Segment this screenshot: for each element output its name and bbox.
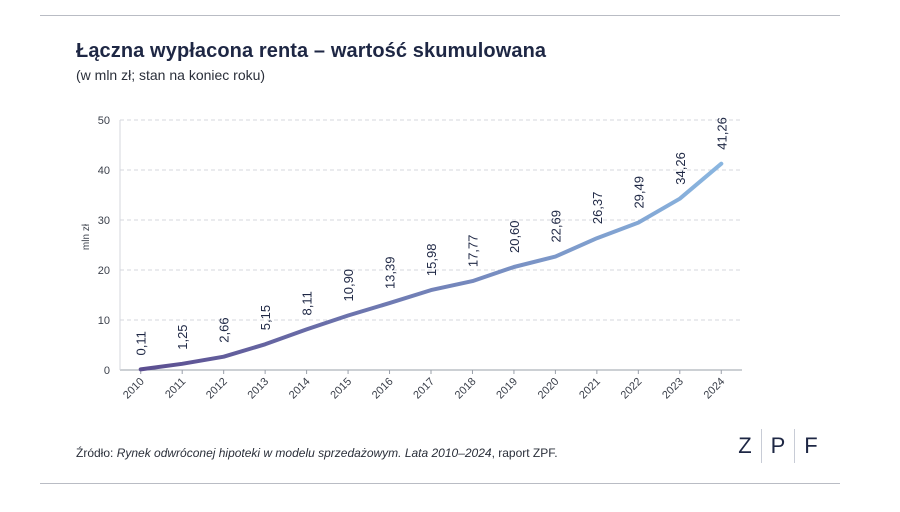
logo-letter-z: Z	[738, 433, 752, 458]
x-tick-label: 2017	[411, 376, 437, 402]
data-label: 17,77	[465, 235, 480, 268]
data-label: 22,69	[548, 210, 563, 243]
chart-title: Łączna wypłacona renta – wartość skumulo…	[76, 40, 547, 62]
x-tick-label: 2011	[163, 376, 188, 401]
x-tick-labels: 2010 2011 2012 2013 2014 2015 2016 2017 2018 2019…	[121, 370, 727, 401]
series-line	[138, 161, 724, 372]
data-label: 8,11	[300, 291, 315, 315]
y-tick-label: 40	[98, 165, 110, 177]
y-tick-label: 30	[98, 215, 110, 227]
data-label: 41,26	[714, 117, 729, 150]
data-label: 20,60	[507, 220, 522, 253]
y-tick-label: 10	[98, 315, 110, 327]
x-tick-label: 2010	[121, 376, 147, 402]
x-tick-label: 2016	[370, 376, 396, 402]
data-label: 1,25	[175, 324, 190, 349]
source-prefix: Źródło:	[76, 446, 117, 460]
x-tick-label: 2013	[245, 376, 271, 402]
x-tick-label: 2020	[536, 376, 562, 402]
data-label: 15,98	[424, 244, 439, 277]
y-tick-label: 50	[98, 115, 110, 127]
grid-lines	[120, 119, 742, 321]
source-note: Źródło: Rynek odwróconej hipoteki w mode…	[76, 446, 558, 460]
y-tick-label: 20	[98, 265, 110, 277]
data-labels: 0,11 1,25 2,66 5,15 8,11 10,90 13,39 15,98 17,77…	[134, 117, 730, 355]
x-tick-label: 2022	[619, 376, 645, 402]
data-label: 29,49	[631, 176, 646, 209]
zpf-logo: Z P F	[734, 429, 822, 463]
logo-separator	[761, 429, 762, 463]
x-tick-label: 2012	[204, 376, 230, 402]
bottom-rule	[40, 483, 840, 484]
x-tick-label: 2019	[494, 376, 520, 402]
data-label: 13,39	[383, 257, 398, 290]
x-tick-label: 2021	[577, 376, 603, 402]
logo-letter-f: F	[804, 433, 818, 458]
logo-letter-p: P	[770, 433, 786, 458]
x-tick-label: 2015	[328, 376, 354, 402]
source-title: Rynek odwróconej hipoteki w modelu sprze…	[116, 446, 492, 460]
y-axis-label: mln zł	[81, 223, 92, 250]
top-rule	[40, 15, 840, 16]
data-label: 26,37	[590, 192, 605, 225]
y-tick-labels: 0 10 20 30 40 50	[98, 115, 110, 377]
data-label: 0,11	[134, 331, 149, 355]
logo-separator	[794, 429, 795, 463]
data-label: 10,90	[341, 269, 356, 302]
data-label: 34,26	[673, 152, 688, 185]
chart-subtitle: (w mln zł; stan na koniec roku)	[76, 67, 266, 83]
x-tick-label: 2023	[660, 376, 686, 402]
y-tick-label: 0	[104, 365, 110, 377]
x-tick-label: 2014	[287, 376, 313, 402]
x-tick-label: 2024	[702, 376, 728, 402]
source-suffix: , raport ZPF.	[491, 446, 558, 460]
x-tick-label: 2018	[453, 376, 479, 402]
data-label: 2,66	[217, 317, 232, 342]
data-label: 5,15	[258, 305, 273, 330]
